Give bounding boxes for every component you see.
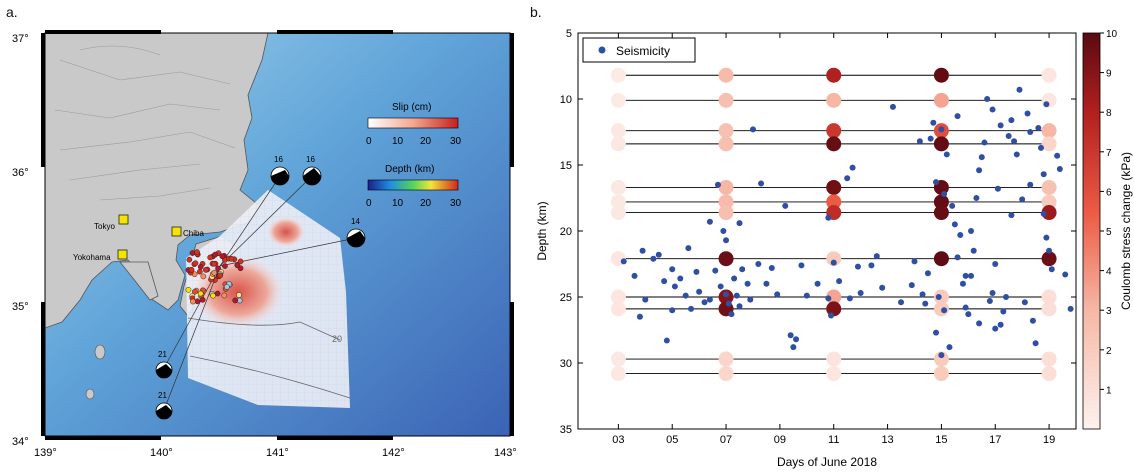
city-label-yokohama: Yokohama: [73, 253, 111, 262]
map-quake-point: [237, 258, 244, 265]
map-quake-point: [215, 265, 221, 272]
miura-peninsula: [119, 261, 159, 301]
map-quake-point: [200, 273, 207, 280]
svg-text:34°: 34°: [12, 436, 29, 448]
depth-legend-title: Depth (km): [385, 164, 434, 175]
map-quake-point: [192, 260, 199, 267]
map-quake-point: [234, 262, 241, 269]
map-quake-point: [222, 263, 228, 269]
map-lat-ticks: 37° 36° 35° 34°: [12, 33, 29, 448]
map-quake-point: [214, 290, 221, 297]
slip-tick: 30: [450, 136, 462, 147]
land-honshu: [45, 33, 269, 329]
map-quake-point: [211, 260, 217, 267]
map-quake-point: [185, 286, 192, 293]
mechanism-label-3: 14: [351, 217, 360, 226]
city-marker-chiba: [171, 226, 182, 237]
depth-tick: 20: [420, 198, 432, 209]
mechanism-label-5: 21: [158, 391, 167, 400]
depth-legend: Depth (km) 0 10 20 30: [366, 164, 462, 209]
island: [85, 388, 95, 400]
map-quake-point: [211, 269, 218, 276]
map-quake-point: [202, 267, 209, 273]
city-marker-yokohama: [117, 249, 128, 260]
map-frame: [41, 30, 514, 440]
map-quake-point: [189, 250, 196, 256]
svg-text:36°: 36°: [12, 167, 29, 179]
slip-tick: 10: [392, 136, 404, 147]
focal-mechanism-5: [155, 402, 173, 420]
city-marker-tokyo: [118, 214, 129, 225]
map-quake-point: [232, 297, 239, 304]
depth-tick: 0: [366, 198, 372, 209]
slip-legend-title: Slip (cm): [392, 102, 431, 113]
map-quake-point: [199, 296, 206, 303]
map-quake-point: [217, 272, 224, 279]
map-lon-ticks: 139° 140° 141° 142° 143°: [34, 447, 517, 459]
svg-text:37°: 37°: [12, 33, 29, 45]
slip-patch-north: [266, 216, 306, 248]
contour-label: 20: [332, 334, 342, 344]
map-quake-point: [188, 266, 195, 273]
slip-legend: Slip (cm) 0 10 20 30: [366, 102, 462, 147]
map-quake-point: [197, 290, 204, 297]
map-quake-point: [190, 298, 196, 305]
relief-lines: [54, 45, 236, 201]
slip-tick: 20: [420, 136, 432, 147]
focal-mechanism-1: [270, 166, 290, 186]
map-quake-point: [219, 253, 226, 260]
focal-mechanism-2: [302, 166, 322, 186]
mechanism-label-4: 21: [158, 350, 167, 359]
map-quake-point: [197, 263, 204, 270]
city-label-chiba: Chiba: [183, 229, 204, 238]
focal-mechanism-3: [346, 228, 366, 248]
slip-tick: 0: [366, 136, 372, 147]
depth-tick: 30: [450, 198, 462, 209]
map-quake-point: [212, 251, 219, 258]
mechanism-lines: [163, 175, 357, 411]
map-seismicity-cluster: [185, 249, 244, 305]
svg-text:139°: 139°: [34, 447, 57, 459]
map-quake-point: [192, 288, 198, 295]
map-quake-point: [221, 292, 228, 299]
svg-text:140°: 140°: [150, 447, 173, 459]
map-quake-point: [186, 256, 193, 263]
depth-tick: 10: [392, 198, 404, 209]
svg-text:143°: 143°: [494, 447, 517, 459]
map-quake-point: [236, 292, 242, 298]
svg-text:141°: 141°: [266, 447, 289, 459]
map-quake-point: [194, 249, 200, 255]
map-quake-point: [228, 255, 235, 262]
svg-text:35°: 35°: [12, 301, 29, 313]
depth-contours: [187, 317, 351, 399]
panel-a-label: a.: [6, 4, 18, 20]
city-label-tokyo: Tokyo: [94, 222, 115, 231]
focal-mechanism-4: [155, 361, 173, 379]
mechanism-label-2: 16: [306, 155, 315, 164]
map-quake-point: [196, 268, 203, 275]
mechanism-label-1: 16: [274, 155, 283, 164]
map-quake-point: [224, 284, 230, 290]
island: [94, 344, 106, 360]
svg-text:142°: 142°: [382, 447, 405, 459]
panel-b-label: b.: [530, 4, 542, 20]
map-quake-point: [207, 254, 214, 261]
